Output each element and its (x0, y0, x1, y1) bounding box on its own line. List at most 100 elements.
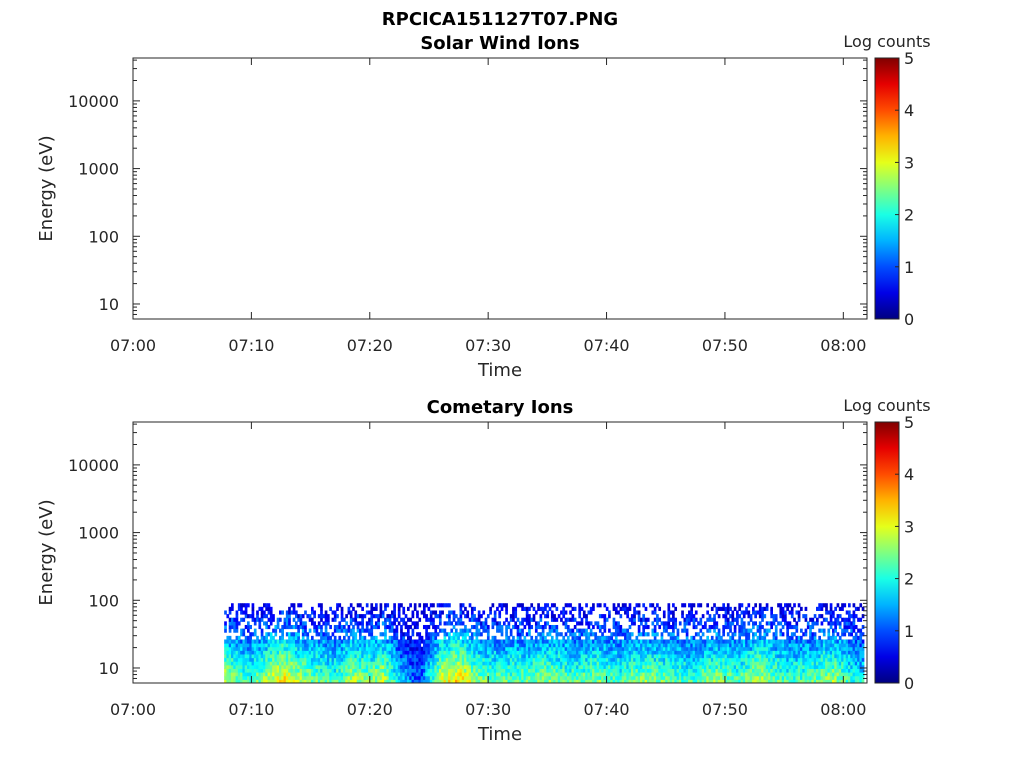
heatmap-cell (521, 646, 524, 651)
heatmap-cell (694, 610, 698, 615)
heatmap-cell (292, 668, 296, 673)
heatmap-cell (674, 606, 678, 611)
heatmap-cell (491, 617, 495, 622)
heatmap-cell (523, 679, 527, 684)
heatmap-cell (738, 672, 742, 677)
heatmap-cell (347, 664, 351, 669)
heatmap-cell (224, 650, 227, 655)
heatmap-cell (308, 664, 312, 669)
heatmap-cell (470, 606, 474, 611)
heatmap-cell (740, 653, 744, 659)
heatmap-cell (512, 646, 515, 651)
heatmap-cell (226, 614, 230, 619)
heatmap-cell (553, 624, 556, 630)
heatmap-cell (818, 639, 821, 644)
heatmap-cell (678, 668, 682, 673)
heatmap-cell (681, 639, 684, 644)
heatmap-cell (411, 675, 415, 680)
heatmap-layer (133, 603, 865, 684)
heatmap-cell (381, 675, 385, 680)
heatmap-cell (288, 635, 291, 640)
heatmap-cell (429, 672, 433, 677)
heatmap-cell (498, 657, 502, 662)
heatmap-cell (534, 672, 538, 677)
heatmap-cell (624, 653, 627, 659)
heatmap-cell (548, 639, 552, 644)
heatmap-cell (619, 664, 623, 669)
heatmap-cell (356, 679, 360, 684)
heatmap-cell (710, 664, 714, 669)
heatmap-cell (841, 628, 844, 633)
heatmap-cell (694, 617, 698, 622)
heatmap-cell (658, 675, 662, 680)
heatmap-cell (381, 653, 385, 659)
heatmap-cell (267, 624, 271, 630)
heatmap-cell (660, 632, 664, 637)
heatmap-cell (697, 675, 700, 680)
heatmap-cell (304, 621, 307, 626)
heatmap-cell (745, 679, 748, 684)
heatmap-cell (649, 679, 652, 684)
heatmap-cell (603, 617, 607, 622)
heatmap-cell (409, 635, 412, 640)
heatmap-cell (722, 614, 726, 619)
heatmap-cell (564, 679, 568, 684)
heatmap-cell (297, 639, 300, 644)
heatmap-cell (518, 643, 522, 648)
heatmap-cell (315, 653, 319, 659)
heatmap-cell (676, 668, 680, 673)
heatmap-cell (827, 679, 831, 684)
heatmap-cell (717, 614, 721, 619)
heatmap-cell (754, 672, 757, 677)
heatmap-cell (477, 650, 481, 655)
heatmap-cell (393, 610, 396, 615)
heatmap-cell (377, 653, 380, 659)
heatmap-cell (710, 661, 714, 666)
heatmap-cell (301, 646, 305, 651)
heatmap-cell (404, 624, 408, 630)
colorbar-label: Log counts (843, 32, 930, 51)
heatmap-cell (731, 639, 735, 644)
heatmap-cell (393, 661, 396, 666)
heatmap-cell (841, 646, 844, 651)
heatmap-cell (297, 661, 300, 666)
heatmap-cell (461, 643, 465, 648)
heatmap-cell (484, 639, 488, 644)
heatmap-cell (228, 679, 232, 684)
heatmap-cell (802, 664, 805, 669)
heatmap-cell (562, 614, 566, 619)
heatmap-cell (310, 661, 314, 666)
heatmap-cell (747, 643, 751, 648)
heatmap-cell (553, 628, 556, 633)
heatmap-cell (738, 632, 742, 637)
heatmap-cell (580, 675, 584, 680)
heatmap-cell (500, 679, 504, 684)
heatmap-cell (685, 679, 689, 684)
heatmap-cell (434, 653, 438, 659)
heatmap-cell (806, 675, 810, 680)
heatmap-cell (829, 653, 833, 659)
heatmap-cell (667, 672, 671, 677)
heatmap-cell (295, 661, 298, 666)
heatmap-cell (393, 675, 396, 680)
heatmap-cell (818, 679, 821, 684)
heatmap-cell (326, 639, 330, 644)
heatmap-cell (251, 675, 255, 680)
heatmap-cell (372, 639, 376, 644)
heatmap-cell (505, 657, 508, 662)
heatmap-cell (285, 664, 289, 669)
heatmap-cell (754, 664, 757, 669)
heatmap-cell (644, 646, 648, 651)
heatmap-cell (580, 650, 584, 655)
heatmap-cell (674, 617, 678, 622)
heatmap-cell (630, 643, 634, 648)
heatmap-cell (603, 646, 607, 651)
heatmap-cell (704, 646, 707, 651)
heatmap-cell (429, 646, 433, 651)
heatmap-cell (386, 603, 390, 608)
heatmap-cell (729, 624, 732, 630)
heatmap-cell (560, 650, 563, 655)
heatmap-cell (857, 661, 860, 666)
heatmap-cell (507, 646, 511, 651)
heatmap-cell (292, 617, 296, 622)
